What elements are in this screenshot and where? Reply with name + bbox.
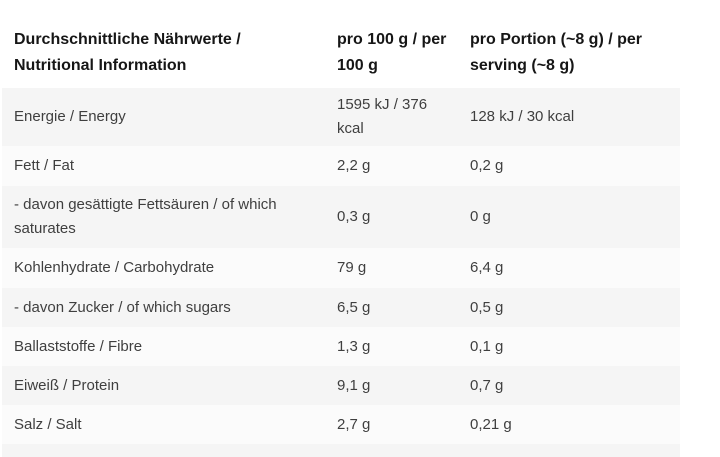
table-row-salt: Salz / Salt 2,7 g 0,21 g [2, 405, 680, 444]
row-label: Energie / Energy [14, 108, 126, 125]
header-per-serving: pro Portion (~8 g) / per serving (~8 g) [470, 31, 643, 74]
row-value-per-100g: 79 g [337, 259, 367, 276]
table-row-carbohydrate: Kohlenhydrate / Carbohydrate 79 g 6,4 g [2, 248, 680, 288]
row-value-per-100g: 2,7 g [337, 415, 371, 433]
row-label: Kohlenhydrate / Carbohydrate [14, 259, 215, 276]
header-per-100g: pro 100 g / per 100 g [337, 31, 447, 74]
row-value-per-serving: 128 kJ / 30 kcal [470, 108, 575, 125]
nutrition-table: Durchschnittliche Nährwerte / Nutritiona… [2, 20, 680, 457]
row-value-per-serving: 6,4 g [470, 259, 504, 276]
table-row-partial-cutoff [2, 444, 680, 457]
header-nutrient: Durchschnittliche Nährwerte / Nutritiona… [14, 31, 241, 74]
row-value-per-serving: 0,5 g [470, 298, 504, 316]
row-value-per-100g: 1595 kJ / 376 kcal [337, 96, 428, 137]
table-row-fat: Fett / Fat 2,2 g 0,2 g [2, 146, 680, 186]
table-row-fibre: Ballaststoffe / Fibre 1,3 g 0,1 g [2, 327, 680, 366]
table-row-protein: Eiweiß / Protein 9,1 g 0,7 g [2, 366, 680, 405]
row-value-per-100g: 6,5 g [337, 298, 371, 316]
row-value-per-serving: 0,7 g [470, 376, 504, 394]
row-value-per-100g: 2,2 g [337, 157, 371, 174]
row-value-per-serving: 0 g [470, 208, 491, 225]
row-label: Fett / Fat [14, 157, 75, 174]
row-label: - davon gesättigte Fettsäuren / of which… [14, 196, 277, 237]
row-value-per-100g: 1,3 g [337, 337, 371, 355]
row-value-per-100g: 9,1 g [337, 376, 371, 394]
row-value-per-serving: 0,21 g [470, 415, 512, 433]
row-value-per-serving: 0,1 g [470, 337, 504, 355]
row-label: Ballaststoffe / Fibre [14, 337, 143, 355]
row-label: Eiweiß / Protein [14, 376, 120, 394]
row-value-per-100g: 0,3 g [337, 208, 371, 225]
table-header-row: Durchschnittliche Nährwerte / Nutritiona… [2, 20, 680, 88]
row-label: Salz / Salt [14, 415, 82, 433]
table-row-saturates: - davon gesättigte Fettsäuren / of which… [2, 186, 680, 248]
row-value-per-serving: 0,2 g [470, 157, 504, 174]
table-row-energy: Energie / Energy 1595 kJ / 376 kcal 128 … [2, 88, 680, 146]
row-label: - davon Zucker / of which sugars [14, 298, 231, 316]
table-row-sugars: - davon Zucker / of which sugars 6,5 g 0… [2, 288, 680, 327]
